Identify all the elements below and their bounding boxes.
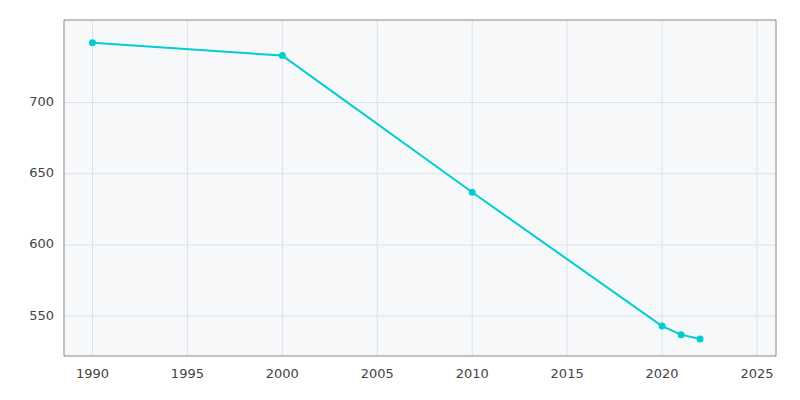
y-tick-label: 600 xyxy=(29,236,54,251)
x-tick-label: 2010 xyxy=(456,366,489,381)
x-grid-line xyxy=(662,20,663,356)
y-grid-line xyxy=(64,244,776,245)
x-grid-line xyxy=(187,20,188,356)
x-tick-label: 2025 xyxy=(740,366,773,381)
point xyxy=(659,323,666,330)
plot-background xyxy=(64,20,776,356)
y-tick-label: 650 xyxy=(29,165,54,180)
point xyxy=(697,335,704,342)
line xyxy=(92,43,700,339)
y-grid-line xyxy=(64,173,776,174)
x-grid-line xyxy=(567,20,568,356)
plot-frame xyxy=(64,20,776,356)
x-grid-line xyxy=(282,20,283,356)
point xyxy=(678,331,685,338)
x-tick-label: 1995 xyxy=(171,366,204,381)
chart-container: 1990 1995 2000 2005 2010 2015 2020 2025 550 600 65… xyxy=(0,0,800,400)
grid xyxy=(64,20,776,356)
x-tick-label: 2000 xyxy=(266,366,299,381)
x-grid-line xyxy=(92,20,93,356)
x-grid-line xyxy=(757,20,758,356)
y-grid-line xyxy=(64,316,776,317)
data-layer xyxy=(89,39,704,342)
y-grid-line xyxy=(64,102,776,103)
x-grid-line xyxy=(472,20,473,356)
x-grid-line xyxy=(377,20,378,356)
y-tick-label: 550 xyxy=(29,308,54,323)
x-tick-label: 2005 xyxy=(361,366,394,381)
point xyxy=(89,39,96,46)
y-tick-label: 700 xyxy=(29,94,54,109)
x-tick-label: 1990 xyxy=(76,366,109,381)
x-tick-label: 2020 xyxy=(646,366,679,381)
point xyxy=(469,189,476,196)
x-tick-label: 2015 xyxy=(551,366,584,381)
point xyxy=(279,52,286,59)
chart-svg: 1990 1995 2000 2005 2010 2015 2020 2025 550 600 65… xyxy=(0,0,800,400)
